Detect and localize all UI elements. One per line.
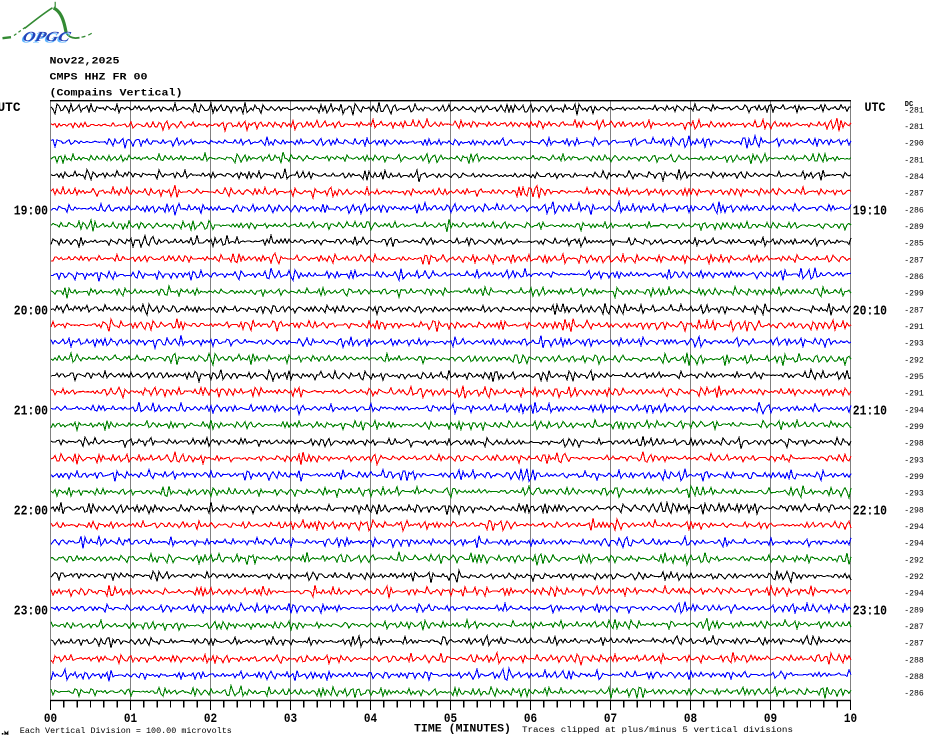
svg-text:19:10: 19:10 — [853, 204, 887, 220]
svg-text:22:10: 22:10 — [853, 504, 887, 520]
svg-text:CMPS HHZ FR 00: CMPS HHZ FR 00 — [50, 72, 148, 84]
svg-text:-287: -287 — [904, 189, 924, 199]
svg-text:22:00: 22:00 — [14, 504, 48, 520]
svg-text:OPGC: OPGC — [20, 31, 72, 47]
svg-text:19:00: 19:00 — [14, 204, 48, 220]
svg-text:-293: -293 — [904, 339, 924, 349]
svg-text:08: 08 — [684, 711, 697, 726]
svg-text:-292: -292 — [904, 355, 924, 365]
svg-text:-295: -295 — [904, 372, 924, 382]
svg-text:(Compains Vertical): (Compains Vertical) — [50, 88, 183, 100]
svg-text:-291: -291 — [904, 389, 924, 399]
svg-text:01: 01 — [124, 711, 137, 726]
svg-text:-287: -287 — [904, 622, 924, 632]
svg-text:-286: -286 — [904, 689, 924, 699]
svg-text:Each Vertical Division = 100.: Each Vertical Division = 100.00 microvol… — [20, 726, 232, 736]
svg-text:05: 05 — [444, 711, 457, 726]
svg-text:Traces clipped at plus/minus 5: Traces clipped at plus/minus 5 vertical … — [522, 725, 793, 735]
svg-text:-298: -298 — [904, 505, 924, 515]
svg-text:-299: -299 — [904, 289, 924, 299]
svg-text:-288: -288 — [904, 655, 924, 665]
svg-text:-288: -288 — [904, 672, 924, 682]
svg-text:-289: -289 — [904, 222, 924, 232]
svg-text:10: 10 — [844, 711, 857, 726]
svg-text:TIME (MINUTES): TIME (MINUTES) — [414, 724, 511, 736]
svg-text:-284: -284 — [904, 172, 924, 182]
svg-text:-292: -292 — [904, 555, 924, 565]
svg-text:-290: -290 — [904, 139, 924, 149]
svg-text:Nov22,2025: Nov22,2025 — [50, 56, 120, 68]
svg-text:03: 03 — [284, 711, 297, 726]
svg-text:-299: -299 — [904, 472, 924, 482]
svg-text:-294: -294 — [904, 522, 924, 532]
svg-text:-285: -285 — [904, 239, 924, 249]
svg-text:-286: -286 — [904, 205, 924, 215]
svg-text:02: 02 — [204, 711, 217, 726]
svg-text:OPGC: OPGC — [21, 29, 73, 45]
svg-text:-298: -298 — [904, 439, 924, 449]
svg-text:23:00: 23:00 — [14, 604, 48, 620]
svg-text:-293: -293 — [904, 489, 924, 499]
svg-text:20:10: 20:10 — [853, 304, 887, 320]
svg-text:-291: -291 — [904, 322, 924, 332]
svg-text:-293: -293 — [904, 455, 924, 465]
svg-text:-281: -281 — [904, 122, 924, 132]
svg-text:23:10: 23:10 — [853, 604, 887, 620]
svg-text:07: 07 — [604, 711, 617, 726]
svg-text:00: 00 — [44, 711, 57, 726]
svg-text:DC: DC — [905, 101, 913, 109]
svg-text:21:10: 21:10 — [853, 404, 887, 420]
svg-text:UTC: UTC — [865, 101, 886, 115]
svg-text:-294: -294 — [904, 589, 924, 599]
svg-text:-287: -287 — [904, 305, 924, 315]
svg-text:04: 04 — [364, 711, 377, 726]
svg-text:20:00: 20:00 — [14, 304, 48, 320]
svg-text:-294: -294 — [904, 405, 924, 415]
svg-text:-299: -299 — [904, 422, 924, 432]
svg-text:-281: -281 — [904, 105, 924, 115]
svg-text:-287: -287 — [904, 639, 924, 649]
svg-text:UTC: UTC — [0, 101, 21, 115]
svg-text:-287: -287 — [904, 255, 924, 265]
svg-text:-286: -286 — [904, 272, 924, 282]
svg-text:-289: -289 — [904, 605, 924, 615]
svg-text:-292: -292 — [904, 572, 924, 582]
svg-text:06: 06 — [524, 711, 537, 726]
svg-text:09: 09 — [764, 711, 777, 726]
svg-text:-281: -281 — [904, 155, 924, 165]
svg-text:21:00: 21:00 — [14, 404, 48, 420]
svg-text:-294: -294 — [904, 539, 924, 549]
